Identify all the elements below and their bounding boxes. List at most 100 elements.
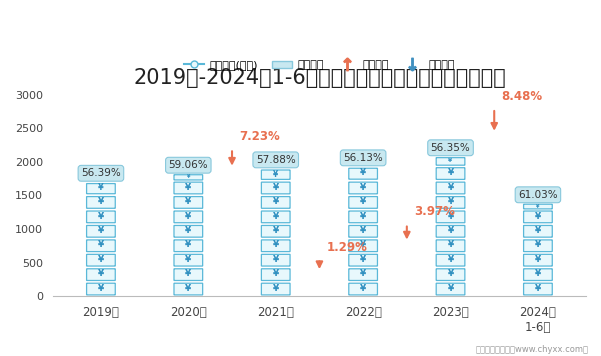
FancyBboxPatch shape (174, 182, 203, 194)
Text: ¥: ¥ (535, 240, 541, 250)
Text: ¥: ¥ (360, 211, 366, 221)
FancyBboxPatch shape (261, 225, 290, 237)
Title: 2019年-2024年1-6月湖北省累计原保险保费收入统计图: 2019年-2024年1-6月湖北省累计原保险保费收入统计图 (133, 68, 506, 88)
Text: ¥: ¥ (185, 226, 191, 235)
Text: ¥: ¥ (360, 197, 366, 206)
Text: ¥: ¥ (185, 284, 191, 293)
Text: ¥: ¥ (360, 269, 366, 278)
Text: ¥: ¥ (273, 226, 279, 235)
Text: ¥: ¥ (187, 174, 190, 179)
Text: ¥: ¥ (535, 269, 541, 278)
Text: 56.35%: 56.35% (431, 143, 471, 153)
Text: ¥: ¥ (98, 269, 104, 278)
Text: ¥: ¥ (448, 255, 454, 264)
Text: ¥: ¥ (535, 211, 541, 221)
FancyBboxPatch shape (523, 254, 552, 266)
Text: ¥: ¥ (98, 211, 104, 221)
Text: 8.48%: 8.48% (501, 90, 542, 103)
Text: ¥: ¥ (535, 226, 541, 235)
Text: ¥: ¥ (273, 255, 279, 264)
Text: ¥: ¥ (360, 284, 366, 293)
FancyBboxPatch shape (349, 197, 377, 208)
FancyBboxPatch shape (436, 225, 465, 237)
FancyBboxPatch shape (261, 240, 290, 252)
FancyBboxPatch shape (87, 225, 115, 237)
Text: 56.13%: 56.13% (343, 153, 383, 163)
FancyBboxPatch shape (523, 269, 552, 281)
FancyBboxPatch shape (87, 240, 115, 252)
Text: 56.39%: 56.39% (81, 168, 121, 178)
FancyBboxPatch shape (174, 225, 203, 237)
FancyBboxPatch shape (436, 168, 465, 179)
Text: ¥: ¥ (360, 183, 366, 192)
Text: 制图：智研咨询（www.chyxx.com）: 制图：智研咨询（www.chyxx.com） (476, 345, 589, 354)
FancyBboxPatch shape (523, 211, 552, 223)
Text: ¥: ¥ (273, 240, 279, 250)
FancyBboxPatch shape (436, 182, 465, 194)
FancyBboxPatch shape (436, 269, 465, 281)
FancyBboxPatch shape (174, 175, 203, 180)
FancyBboxPatch shape (174, 197, 203, 208)
FancyBboxPatch shape (261, 170, 290, 179)
FancyBboxPatch shape (87, 254, 115, 266)
FancyBboxPatch shape (261, 182, 290, 194)
Text: ¥: ¥ (273, 183, 279, 192)
FancyBboxPatch shape (523, 225, 552, 237)
Text: ¥: ¥ (98, 226, 104, 235)
Text: ¥: ¥ (98, 255, 104, 264)
FancyBboxPatch shape (349, 240, 377, 252)
Text: ¥: ¥ (185, 211, 191, 221)
Text: 7.23%: 7.23% (239, 130, 279, 143)
Text: ¥: ¥ (448, 240, 454, 250)
Text: ¥: ¥ (448, 284, 454, 293)
FancyBboxPatch shape (436, 197, 465, 208)
Text: 57.88%: 57.88% (256, 155, 296, 165)
FancyBboxPatch shape (261, 283, 290, 295)
FancyBboxPatch shape (87, 283, 115, 295)
Text: ¥: ¥ (185, 240, 191, 250)
FancyBboxPatch shape (436, 283, 465, 295)
FancyBboxPatch shape (349, 254, 377, 266)
FancyBboxPatch shape (87, 211, 115, 223)
Text: ¥: ¥ (185, 255, 191, 264)
FancyBboxPatch shape (436, 240, 465, 252)
Text: ¥: ¥ (535, 284, 541, 293)
FancyBboxPatch shape (261, 269, 290, 281)
FancyBboxPatch shape (436, 254, 465, 266)
Text: ¥: ¥ (273, 211, 279, 221)
FancyBboxPatch shape (436, 211, 465, 223)
Text: ¥: ¥ (185, 183, 191, 192)
FancyBboxPatch shape (523, 204, 552, 209)
Text: ¥: ¥ (448, 226, 454, 235)
Text: 3.97%: 3.97% (414, 205, 455, 218)
Text: ¥: ¥ (448, 183, 454, 192)
FancyBboxPatch shape (261, 254, 290, 266)
Text: ¥: ¥ (98, 240, 104, 250)
Text: ¥: ¥ (448, 211, 454, 221)
FancyBboxPatch shape (349, 283, 377, 295)
Text: ¥: ¥ (448, 158, 453, 163)
Text: ¥: ¥ (448, 197, 454, 206)
FancyBboxPatch shape (261, 211, 290, 223)
FancyBboxPatch shape (174, 254, 203, 266)
Text: ¥: ¥ (448, 168, 454, 177)
FancyBboxPatch shape (349, 225, 377, 237)
Text: 61.03%: 61.03% (518, 190, 558, 200)
FancyBboxPatch shape (349, 269, 377, 281)
FancyBboxPatch shape (87, 197, 115, 208)
Text: ¥: ¥ (273, 169, 278, 179)
Text: ¥: ¥ (360, 255, 366, 264)
FancyBboxPatch shape (436, 158, 465, 165)
FancyBboxPatch shape (349, 182, 377, 194)
Text: ¥: ¥ (185, 269, 191, 278)
FancyBboxPatch shape (87, 184, 115, 194)
Text: ¥: ¥ (98, 197, 104, 206)
Text: ¥: ¥ (448, 269, 454, 278)
FancyBboxPatch shape (174, 240, 203, 252)
FancyBboxPatch shape (87, 269, 115, 281)
FancyBboxPatch shape (523, 283, 552, 295)
FancyBboxPatch shape (261, 197, 290, 208)
Text: ¥: ¥ (273, 284, 279, 293)
Text: ¥: ¥ (98, 284, 104, 293)
Text: ¥: ¥ (536, 204, 540, 209)
